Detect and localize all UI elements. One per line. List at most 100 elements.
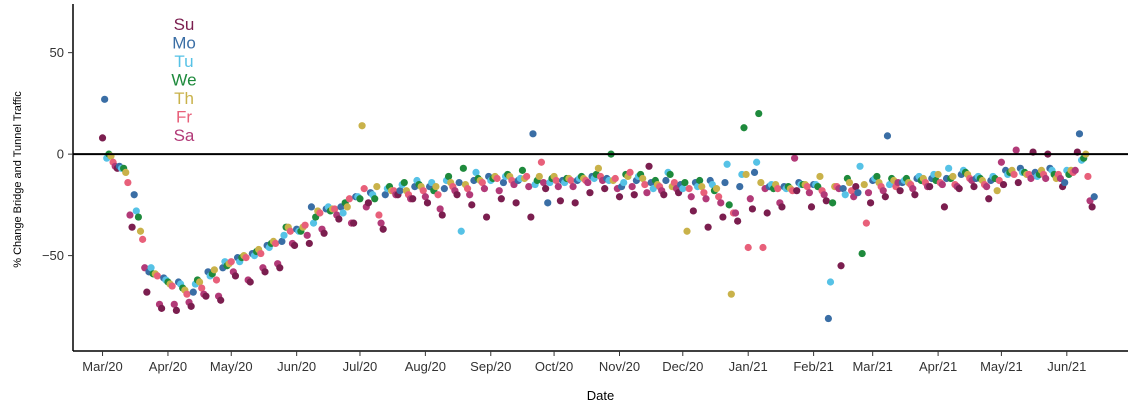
data-point: [371, 195, 379, 203]
data-point: [231, 272, 240, 280]
data-point: [763, 209, 771, 217]
data-point: [143, 288, 151, 296]
data-point: [168, 282, 176, 290]
data-point: [997, 158, 1006, 166]
data-point: [820, 191, 828, 199]
data-point: [434, 191, 442, 199]
data-point: [856, 162, 864, 170]
x-tick-label: Aug/20: [405, 359, 446, 374]
data-point: [493, 174, 501, 183]
data-point: [453, 191, 461, 199]
data-point: [681, 178, 689, 187]
data-point: [537, 158, 546, 166]
x-tick-label: May/20: [210, 359, 253, 374]
data-point: [290, 241, 299, 250]
data-point: [816, 172, 824, 181]
data-point: [316, 209, 324, 217]
data-point: [1027, 174, 1035, 183]
data-point: [153, 272, 161, 280]
data-point: [696, 176, 704, 185]
data-point: [803, 183, 811, 191]
data-point: [1075, 130, 1084, 138]
data-point: [934, 170, 942, 179]
data-point: [586, 189, 594, 197]
data-point: [556, 197, 565, 205]
data-point: [457, 227, 465, 235]
data-point: [660, 191, 668, 199]
data-point: [1010, 170, 1018, 179]
data-point: [993, 187, 1001, 195]
data-point: [985, 195, 993, 203]
data-point: [210, 266, 218, 274]
data-point: [736, 183, 744, 191]
data-point: [755, 109, 763, 118]
data-point: [98, 134, 107, 142]
y-axis-ticks: −50 0 50: [42, 45, 73, 263]
data-point: [242, 254, 250, 262]
x-tick-label: Apr/20: [149, 359, 187, 374]
data-point: [495, 187, 503, 195]
data-points: [98, 95, 1098, 323]
data-point: [421, 193, 429, 201]
data-point: [858, 249, 866, 258]
data-point: [744, 243, 752, 252]
data-point: [938, 180, 946, 189]
data-point: [1012, 146, 1020, 154]
data-point: [198, 284, 206, 292]
data-point: [436, 205, 444, 213]
data-point: [630, 191, 638, 199]
x-axis-ticks: Mar/20 Apr/20 May/20 Jun/20 Jul/20 Aug/20 Sep/…: [82, 351, 1086, 374]
data-point: [134, 213, 143, 221]
data-point: [727, 290, 735, 298]
data-point: [432, 183, 440, 191]
data-point: [523, 172, 531, 181]
data-point: [438, 211, 446, 219]
x-tick-label: Mar/20: [82, 359, 122, 374]
data-point: [459, 164, 467, 172]
data-point: [343, 203, 351, 211]
data-point: [542, 185, 550, 193]
x-tick-label: Mar/21: [852, 359, 892, 374]
data-point: [746, 195, 754, 203]
data-point: [879, 187, 887, 195]
legend-entry: Fr: [176, 108, 192, 127]
data-point: [257, 249, 265, 258]
data-point: [358, 122, 366, 130]
data-point: [774, 185, 782, 193]
legend-entry: Su: [174, 15, 195, 34]
data-point: [525, 183, 533, 191]
data-point: [949, 172, 957, 181]
data-point: [170, 300, 178, 308]
data-point: [841, 191, 849, 199]
data-point: [611, 174, 619, 183]
x-tick-label: Oct/20: [535, 359, 573, 374]
data-point: [740, 124, 748, 132]
data-point: [945, 164, 953, 172]
data-point: [227, 258, 235, 266]
data-point: [601, 185, 609, 193]
data-point: [805, 189, 813, 197]
legend-entry: We: [171, 71, 196, 90]
data-point: [423, 199, 432, 207]
data-point: [826, 278, 835, 286]
data-point: [158, 304, 166, 312]
data-point: [666, 170, 674, 179]
data-point: [512, 199, 520, 207]
data-point: [860, 180, 868, 189]
data-point: [271, 239, 280, 248]
data-point: [497, 195, 505, 203]
data-point: [983, 183, 991, 191]
data-point: [698, 183, 706, 191]
y-tick-label: 0: [57, 147, 64, 162]
data-point: [455, 178, 463, 187]
data-point: [217, 296, 225, 304]
data-point: [246, 278, 254, 286]
x-tick-label: Jun/20: [277, 359, 316, 374]
data-point: [396, 187, 404, 195]
data-point: [335, 215, 343, 223]
data-point: [999, 180, 1008, 189]
data-point: [539, 178, 548, 187]
data-point: [679, 185, 687, 193]
